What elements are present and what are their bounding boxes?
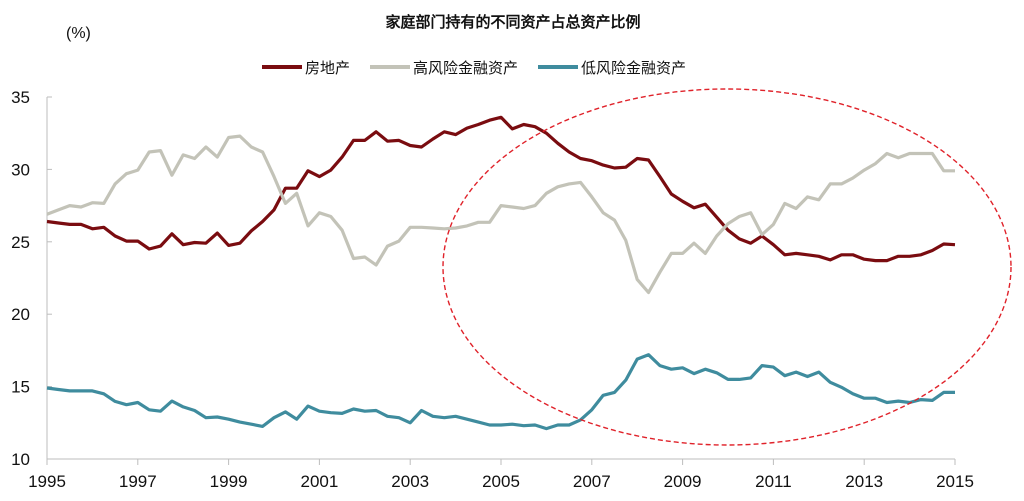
x-tick-label: 2007 — [573, 472, 611, 491]
legend-label: 房地产 — [305, 59, 350, 77]
series-line-1 — [46, 115, 956, 263]
x-tick-label: 2003 — [391, 472, 429, 491]
legend: 房地产 高风险金融资产 低风险金融资产 — [262, 59, 686, 77]
legend-label: 高风险金融资产 — [413, 59, 518, 77]
x-tick-label: 2009 — [664, 472, 702, 491]
y-axis-unit: (%) — [66, 25, 91, 42]
legend-label: 低风险金融资产 — [581, 59, 686, 77]
x-tick-label: 2015 — [936, 472, 974, 491]
y-tick-label: 10 — [11, 450, 30, 469]
series-line-3 — [46, 353, 955, 431]
x-tick-label: 1999 — [210, 472, 248, 491]
chart-title: 家庭部门持有的不同资产占总资产比例 — [385, 13, 640, 31]
x-tick-label: 2011 — [755, 472, 792, 491]
y-tick-label: 25 — [11, 233, 30, 252]
x-tick-label: 1995 — [28, 472, 66, 491]
y-tick-label: 15 — [11, 378, 30, 397]
x-tick-label: 2001 — [300, 472, 338, 491]
series-line-2 — [46, 134, 955, 295]
y-tick-label: 20 — [11, 305, 30, 324]
y-tick-label: 30 — [11, 160, 30, 179]
x-tick-label: 2005 — [482, 472, 520, 491]
y-tick-label: 35 — [11, 88, 30, 107]
x-tick-label: 2013 — [845, 472, 883, 491]
x-tick-label: 1997 — [119, 472, 157, 491]
highlight-ellipse-annotation — [442, 88, 1012, 446]
series-lines — [46, 115, 956, 431]
